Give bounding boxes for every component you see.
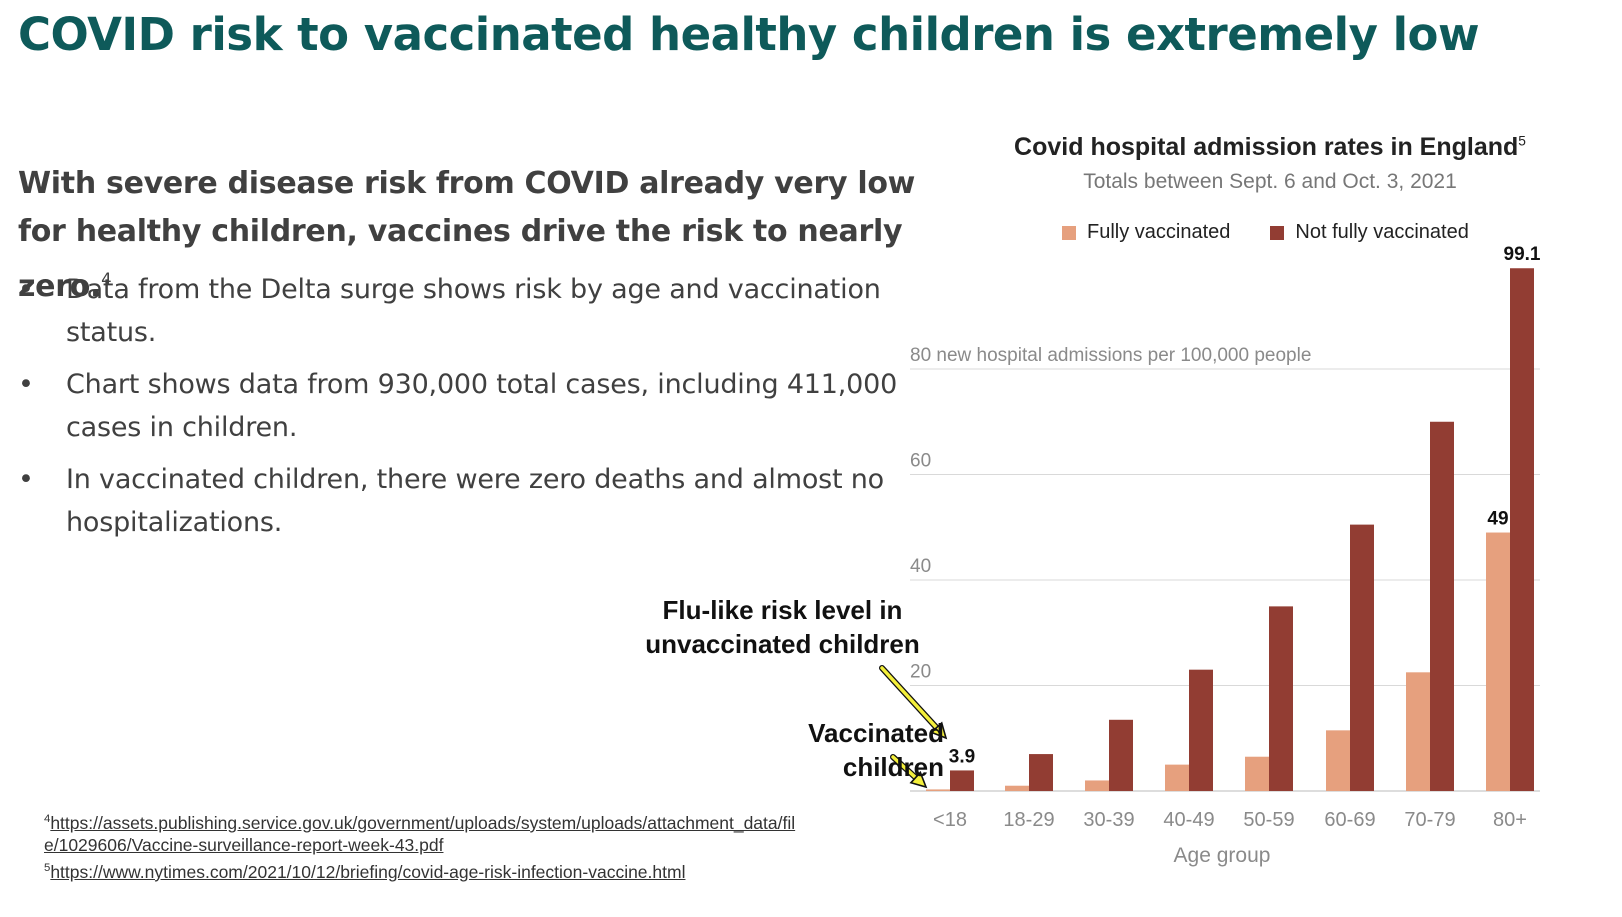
chart-title-text: Covid hospital admission rates in Englan… bbox=[1014, 133, 1519, 161]
legend-item-fully-vaccinated: Fully vaccinated bbox=[1062, 221, 1230, 244]
footnote-4-number: 4 bbox=[44, 813, 51, 825]
y-tick-label: 20 bbox=[910, 662, 931, 683]
x-tick-label: 40-49 bbox=[1163, 809, 1214, 831]
x-tick-label: 70-79 bbox=[1404, 809, 1455, 831]
bullet-item: Chart shows data from 930,000 total case… bbox=[18, 363, 918, 449]
bar-not-fully-vaccinated bbox=[1430, 421, 1454, 791]
bar-fully-vaccinated bbox=[926, 789, 950, 791]
footnote-5-link[interactable]: https://www.nytimes.com/2021/10/12/brief… bbox=[50, 861, 686, 882]
y-tick-label: 60 bbox=[910, 451, 931, 472]
bar-fully-vaccinated bbox=[1005, 785, 1029, 791]
annotation-flu-like-risk: Flu-like risk level in unvaccinated chil… bbox=[645, 595, 920, 659]
x-tick-label: 80+ bbox=[1493, 809, 1527, 831]
footnote-5-number: 5 bbox=[44, 861, 51, 874]
data-label: 49 bbox=[1487, 509, 1508, 530]
bar-not-fully-vaccinated bbox=[1269, 606, 1293, 791]
arrow-vaccinated-icon bbox=[890, 754, 928, 789]
bar-fully-vaccinated bbox=[1165, 764, 1189, 791]
chart-subtitle: Totals between Sept. 6 and Oct. 3, 2021 bbox=[1083, 170, 1457, 193]
data-label: 99.1 bbox=[1504, 244, 1541, 265]
y-tick-label: 40 bbox=[910, 556, 931, 577]
x-tick-label: <18 bbox=[933, 809, 967, 831]
slide-title: COVID risk to vaccinated healthy childre… bbox=[18, 8, 1480, 61]
arrow-flu-like-icon bbox=[879, 665, 948, 740]
legend-item-not-fully-vaccinated: Not fully vaccinated bbox=[1270, 221, 1469, 244]
chart-legend: Fully vaccinated Not fully vaccinated bbox=[1062, 221, 1469, 244]
legend-swatch-fully-vaccinated bbox=[1062, 225, 1076, 240]
bar-fully-vaccinated bbox=[1486, 532, 1510, 791]
x-tick-label: 30-39 bbox=[1083, 809, 1134, 831]
x-tick-label: 18-29 bbox=[1003, 809, 1054, 831]
bar-not-fully-vaccinated bbox=[1029, 754, 1053, 791]
bar-fully-vaccinated bbox=[1085, 780, 1109, 791]
x-tick-label: 60-69 bbox=[1324, 809, 1375, 831]
y-axis-label: 80 new hospital admissions per 100,000 p… bbox=[910, 345, 1311, 366]
legend-label-fully-vaccinated: Fully vaccinated bbox=[1087, 221, 1231, 243]
x-axis-title: Age group bbox=[1174, 844, 1271, 867]
footnote-4-link[interactable]: https://assets.publishing.service.gov.uk… bbox=[44, 812, 796, 856]
annotation-vaccinated-children: Vaccinated children bbox=[808, 718, 944, 782]
bar-fully-vaccinated bbox=[1406, 672, 1430, 791]
chart-title: Covid hospital admission rates in Englan… bbox=[960, 133, 1580, 162]
legend-label-not-fully-vaccinated: Not fully vaccinated bbox=[1295, 221, 1469, 243]
chart-title-footnote-ref: 5 bbox=[1518, 133, 1526, 149]
data-label: 3.9 bbox=[949, 746, 975, 767]
footnote-5: 5https://www.nytimes.com/2021/10/12/brie… bbox=[44, 857, 804, 883]
bullet-list: Data from the Delta surge shows risk by … bbox=[18, 268, 918, 553]
bar-not-fully-vaccinated bbox=[1109, 719, 1133, 791]
x-tick-label: 50-59 bbox=[1243, 809, 1294, 831]
bar-not-fully-vaccinated bbox=[1350, 524, 1374, 791]
bar-fully-vaccinated bbox=[1245, 756, 1269, 791]
bar-not-fully-vaccinated bbox=[1189, 669, 1213, 791]
footnotes: 4https://assets.publishing.service.gov.u… bbox=[44, 808, 804, 883]
bar-fully-vaccinated bbox=[1326, 730, 1350, 791]
legend-swatch-not-fully-vaccinated bbox=[1270, 225, 1285, 240]
footnote-4: 4https://assets.publishing.service.gov.u… bbox=[44, 808, 804, 857]
bar-not-fully-vaccinated bbox=[950, 770, 974, 791]
bar-not-fully-vaccinated bbox=[1510, 268, 1534, 791]
bullet-item: In vaccinated children, there were zero … bbox=[18, 458, 918, 544]
bullet-item: Data from the Delta surge shows risk by … bbox=[18, 268, 918, 354]
